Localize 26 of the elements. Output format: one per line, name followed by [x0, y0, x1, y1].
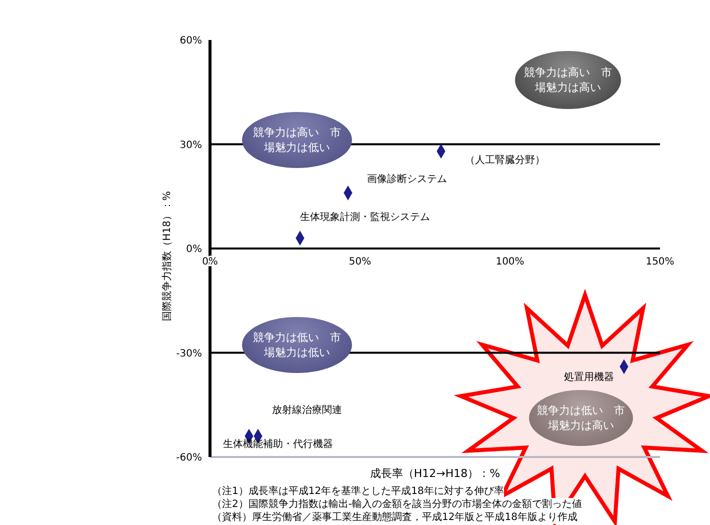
text: （資料）厚生労働省／薬事工業生産動態調査，平成12年版と平成18年版より作成	[212, 511, 578, 524]
y-tick-label: 0%	[186, 244, 202, 256]
annotation: 競争力は低い 市場魅力は高い	[536, 403, 626, 433]
ellipse-shape: 競争力は高い 市場魅力は高い	[515, 51, 621, 109]
text: （注1）成長率は平成12年を基準とした平成18年に対する伸び率	[212, 485, 504, 498]
x-axis-title: 成長率（H12→H18）：%	[368, 466, 502, 481]
y-tick-label: 30%	[180, 140, 202, 151]
x-tick-label: 100%	[496, 256, 524, 268]
y-tick-label: 60%	[180, 36, 202, 47]
annotation: 競争力は高い 市場魅力は低い	[252, 125, 342, 155]
annotation: 処置用機器	[564, 370, 614, 385]
text: （注2）国際競争力指数は輸出-輸入の金額を該当分野の市場全体の金額で割った値	[212, 498, 582, 511]
y-axis-title: 国際競争力指数（H18）：%	[160, 191, 174, 321]
annotation: 放射線治療関連	[272, 404, 342, 418]
annotation: （人工腎臓分野）	[465, 154, 545, 168]
annotation: 生体現象計測・監視システム	[300, 211, 430, 226]
y-tick-label: -60%	[176, 452, 202, 464]
y-tick-label: -30%	[176, 348, 202, 360]
annotation: 競争力は低い 市場魅力は低い	[252, 330, 342, 360]
ellipse-shape: 競争力は低い 市場魅力は低い	[242, 317, 352, 373]
annotation: 画像診断システム	[367, 172, 447, 187]
ellipse-shape: 競争力は高い 市場魅力は低い	[242, 112, 352, 168]
annotation: 生体機能補助・代行機器	[223, 438, 333, 452]
x-tick-label: 150%	[646, 256, 674, 268]
annotation: 競争力は高い 市場魅力は高い	[523, 65, 613, 95]
x-tick-label: 50%	[348, 256, 372, 268]
